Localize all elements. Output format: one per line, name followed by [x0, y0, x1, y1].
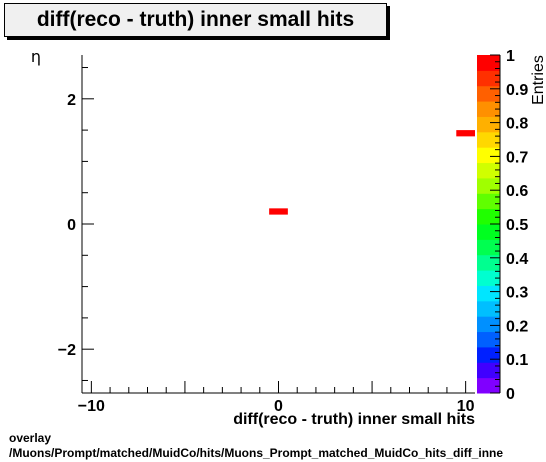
title-box: diff(reco - truth) inner small hits: [4, 3, 387, 37]
colorbar-band: [477, 346, 500, 363]
colorbar-tick-label: 1: [506, 48, 515, 65]
x-tick-label: 0: [274, 398, 283, 415]
colorbar-band: [477, 162, 500, 179]
colorbar-band: [477, 362, 500, 379]
y-axis-label: η: [31, 47, 41, 66]
colorbar-band: [477, 285, 500, 302]
x-tick-label: −10: [78, 398, 105, 415]
colorbar-tick-label: 0.7: [506, 149, 528, 166]
colorbar-band: [477, 55, 500, 71]
colorbar-band: [477, 300, 500, 317]
colorbar-band: [477, 177, 500, 194]
colorbar-band: [477, 70, 500, 87]
colorbar-band: [477, 208, 500, 225]
colorbar-band: [477, 316, 500, 333]
colorbar-tick-label: 0.8: [506, 116, 528, 133]
colorbar-tick-label: 0.4: [506, 251, 528, 268]
chart-title: diff(reco - truth) inner small hits: [36, 8, 355, 31]
colorbar-band: [477, 254, 500, 271]
colorbar-band: [477, 101, 500, 117]
colorbar-band: [477, 116, 500, 133]
footer-path-label: /Muons/Prompt/matched/MuidCo/hits/Muons_…: [9, 446, 504, 460]
colorbar-band: [477, 224, 500, 240]
colorbar-band: [477, 131, 500, 148]
colorbar-band: [477, 270, 500, 286]
x-axis-label: diff(reco - truth) inner small hits: [233, 411, 475, 428]
x-tick-label: 10: [457, 398, 475, 415]
colorbar-band: [477, 147, 500, 164]
colorbar-tick-label: 0.2: [506, 318, 528, 335]
colorbar-tick-label: 0: [506, 386, 515, 403]
colorbar-band: [477, 331, 500, 348]
colorbar-tick-label: 0.6: [506, 183, 528, 200]
colorbar-band: [477, 85, 500, 102]
colorbar-tick-label: 0.5: [506, 217, 528, 234]
y-tick-label: 2: [67, 92, 76, 109]
heatmap-bin-1: [269, 208, 288, 215]
colorbar-tick-label: 0.9: [506, 82, 528, 99]
colorbar-tick-label: 0.1: [506, 352, 528, 369]
colorbar-band: [477, 377, 500, 394]
heatmap-bin-2: [456, 130, 475, 137]
colorbar-tick-label: 0.3: [506, 285, 528, 302]
colorbar-band: [477, 239, 500, 256]
y-tick-label: −2: [58, 342, 76, 359]
y-tick-label: 0: [67, 217, 76, 234]
footer-overlay-label: overlay: [9, 431, 52, 445]
colorbar-band: [477, 193, 500, 210]
colorbar-label: Entries: [530, 55, 546, 105]
